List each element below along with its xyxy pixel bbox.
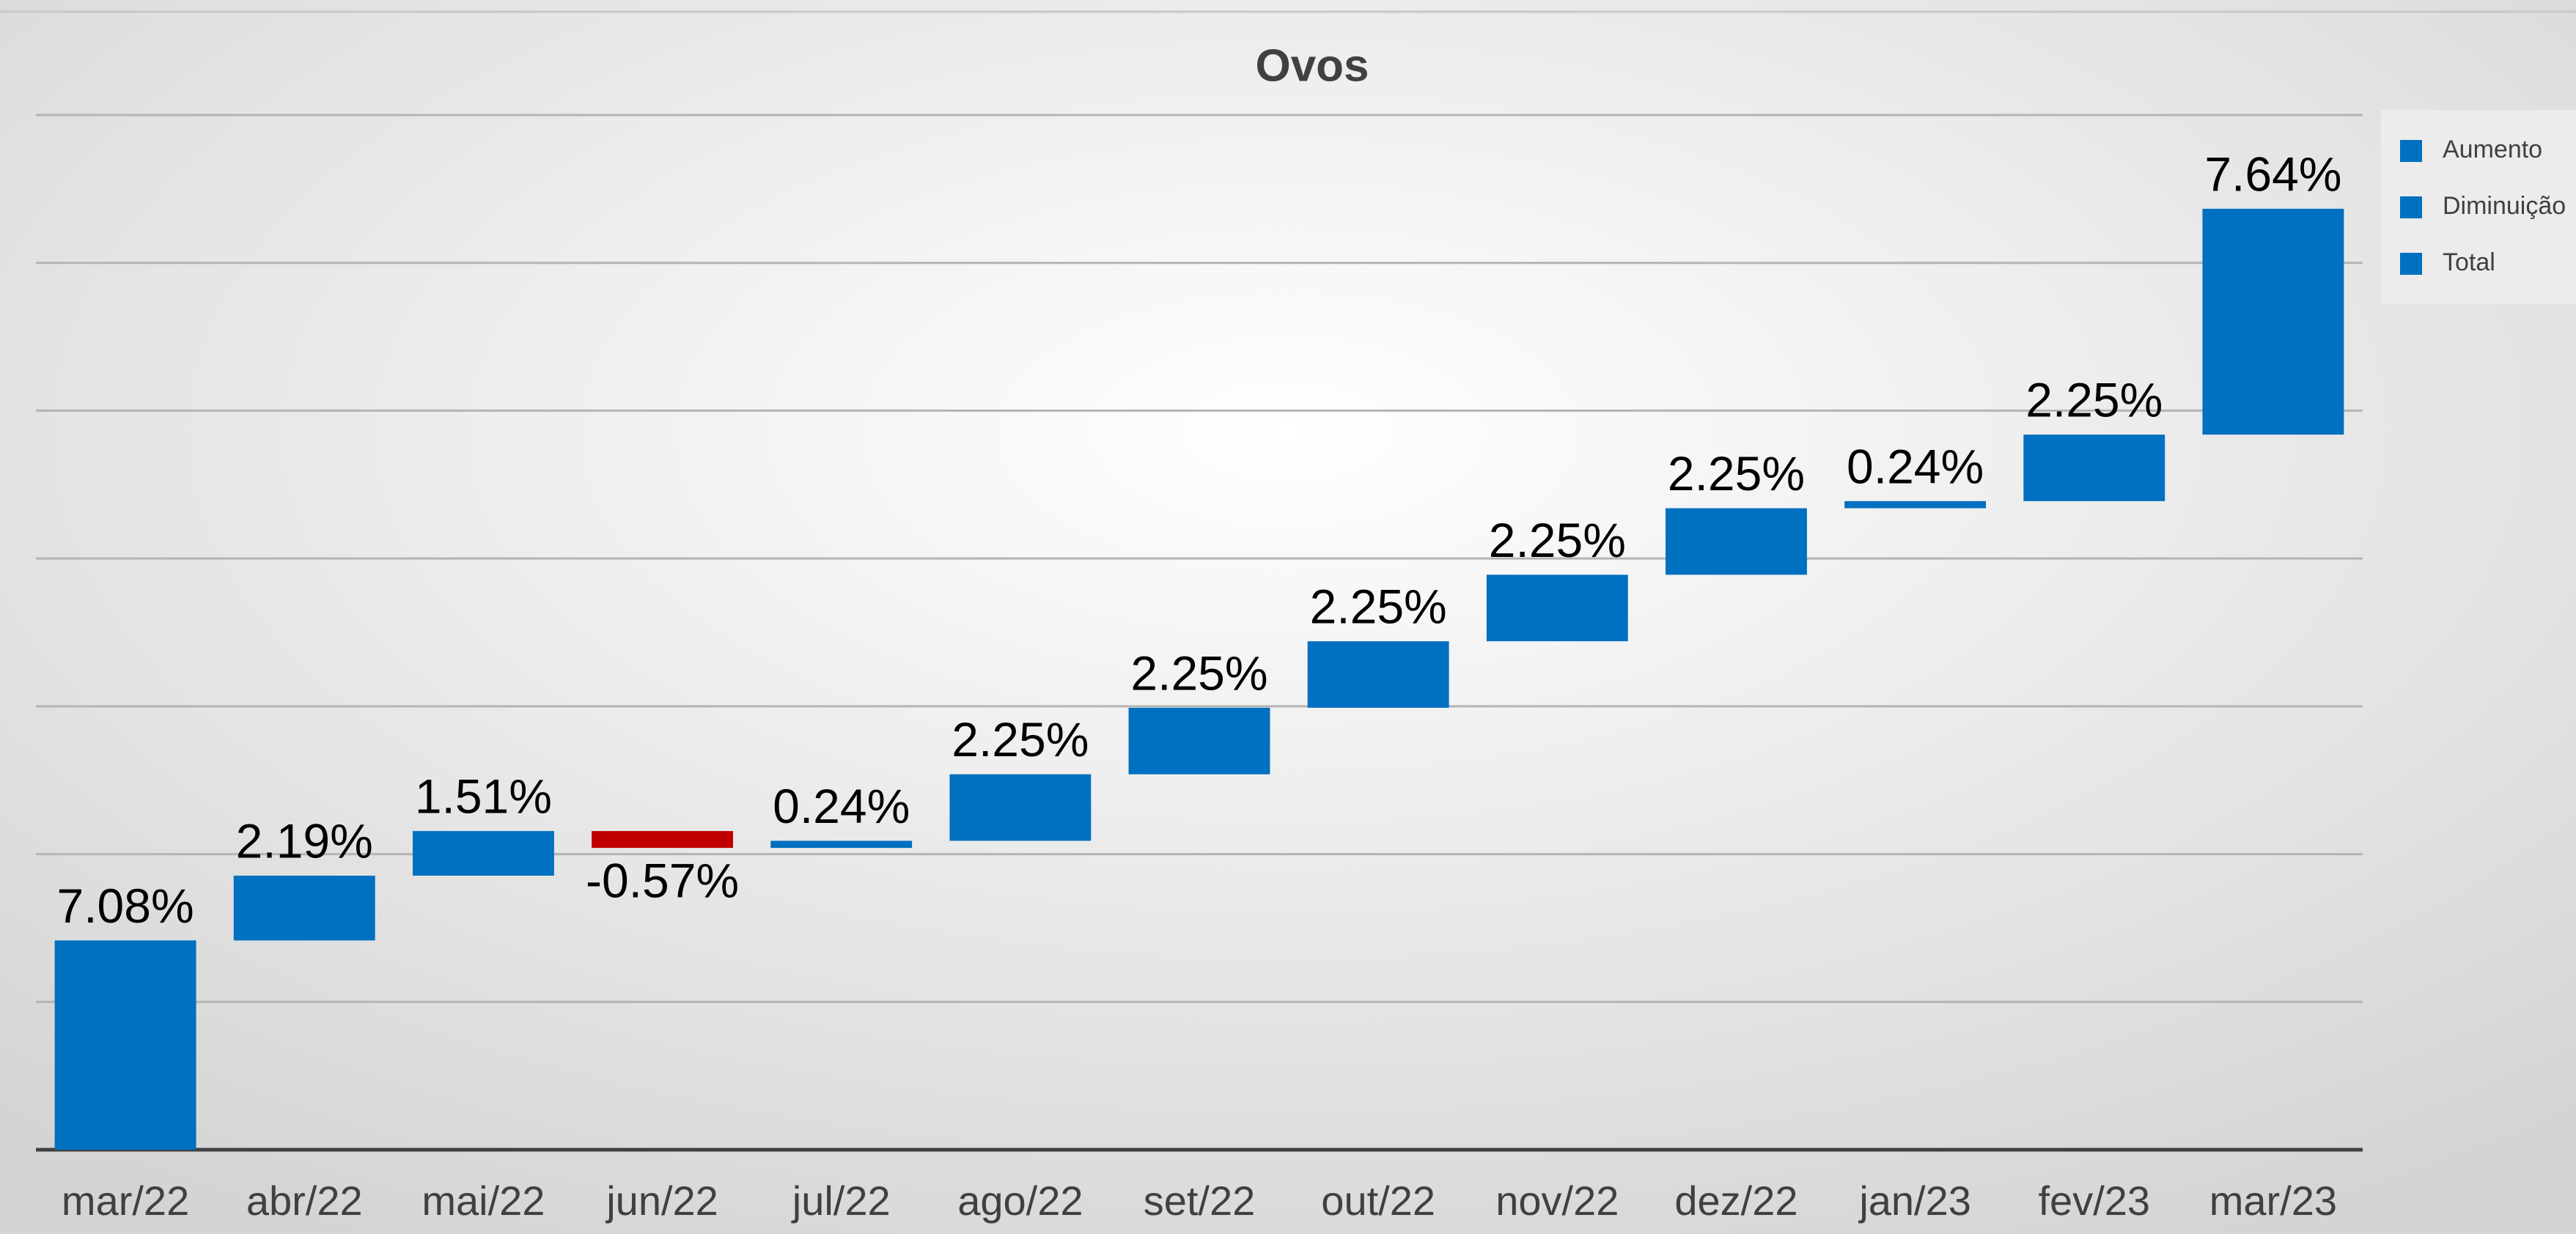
x-tick-label: mai/22 — [422, 1178, 545, 1224]
legend-label: Aumento — [2443, 136, 2542, 163]
data-label: 7.64% — [2204, 147, 2341, 201]
bar — [592, 831, 733, 849]
data-label: 2.25% — [1310, 580, 1447, 634]
x-tick-label: out/22 — [1321, 1178, 1435, 1224]
bar — [1666, 508, 1807, 575]
bar — [1844, 500, 1987, 509]
legend: Aumento Diminuição Total — [2400, 136, 2566, 276]
data-label: 2.25% — [1489, 513, 1626, 567]
bar — [1307, 641, 1449, 708]
bar — [1128, 707, 1270, 775]
bar — [233, 876, 375, 941]
data-label: 1.51% — [415, 769, 552, 824]
bar — [2023, 435, 2165, 501]
x-tick-label: dez/22 — [1674, 1178, 1797, 1224]
data-label: 2.19% — [236, 813, 373, 868]
legend-swatch — [2400, 253, 2422, 275]
bar — [54, 940, 196, 1150]
x-tick-label: jul/22 — [791, 1178, 891, 1224]
x-tick-label: jan/23 — [1858, 1178, 1971, 1224]
x-tick-label: set/22 — [1144, 1178, 1256, 1224]
legend-label: Total — [2443, 248, 2495, 276]
x-tick-label: mar/22 — [62, 1178, 189, 1224]
x-tick-label: abr/22 — [246, 1178, 363, 1224]
data-label: 7.08% — [57, 879, 194, 933]
data-label: 0.24% — [773, 779, 910, 833]
data-label: 2.25% — [1668, 446, 1805, 500]
x-tick-label: nov/22 — [1495, 1178, 1619, 1224]
data-label: 2.25% — [1130, 646, 1267, 700]
data-label: 0.24% — [1847, 439, 1984, 493]
x-tick-label: fev/23 — [2038, 1178, 2150, 1224]
bar — [1486, 574, 1628, 642]
x-tick-label: ago/22 — [957, 1178, 1083, 1224]
data-label: 2.25% — [952, 712, 1089, 766]
bar — [770, 840, 913, 849]
bars: 7.08% mar/22 2.19% abr/22 1.51% mai/22 -0.57% j… — [54, 147, 2344, 1224]
x-tick-label: jun/22 — [605, 1178, 718, 1224]
legend-label: Diminuição — [2443, 192, 2566, 220]
bar — [2202, 208, 2344, 435]
legend-swatch — [2400, 196, 2422, 218]
data-label: 2.25% — [2025, 373, 2163, 427]
chart-title: Ovos — [1255, 40, 1369, 91]
bar — [412, 831, 554, 876]
legend-swatch — [2400, 140, 2422, 162]
bar — [949, 774, 1092, 841]
x-tick-label: mar/23 — [2209, 1178, 2337, 1224]
data-label: -0.57% — [586, 854, 739, 908]
